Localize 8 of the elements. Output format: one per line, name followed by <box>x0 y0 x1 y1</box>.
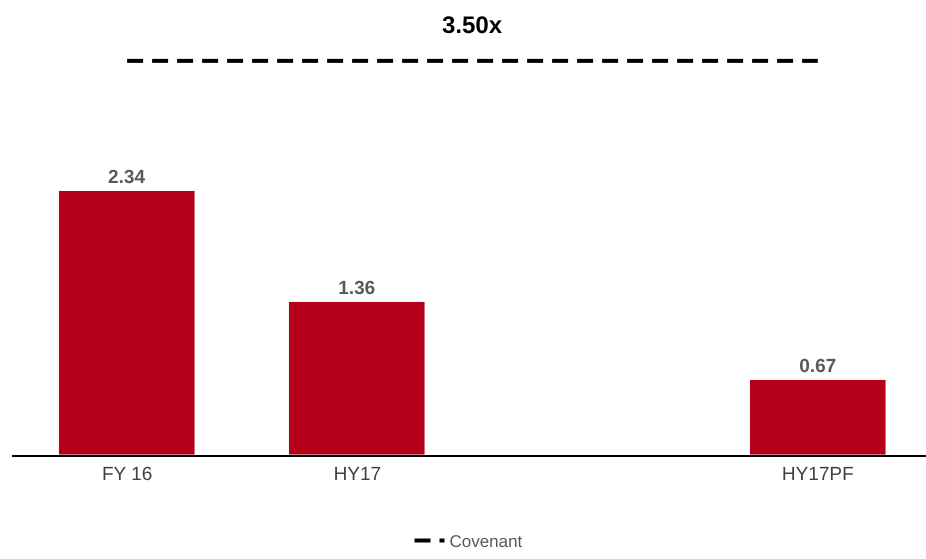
data-label: 0.67 <box>799 356 836 377</box>
x-tick-label: HY17 <box>334 464 382 485</box>
annotation: 3.50x <box>442 12 503 39</box>
data-label: 1.36 <box>338 278 376 299</box>
data-label: 2.34 <box>108 166 146 188</box>
x-tick-label: FY 16 <box>102 464 152 485</box>
x-tick-label: HY17PF <box>782 464 854 485</box>
legend-label: Covenant <box>450 532 523 552</box>
